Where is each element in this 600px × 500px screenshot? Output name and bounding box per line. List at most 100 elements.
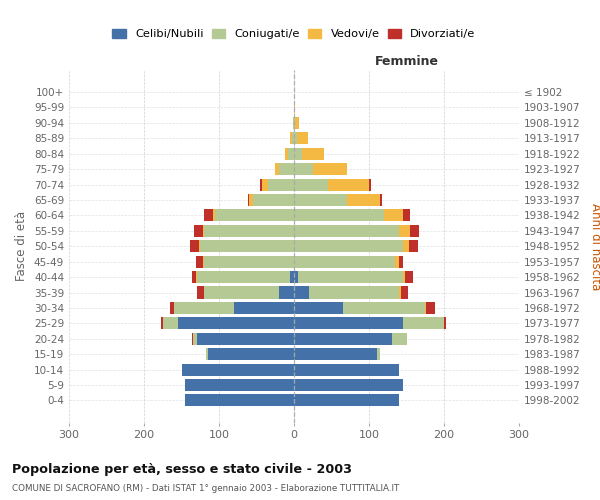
Bar [290,271,294,283]
Bar [234,302,294,314]
Bar [185,379,294,391]
Bar [199,240,200,252]
Bar [196,271,197,283]
Bar [294,256,395,268]
Bar [161,318,163,330]
Bar [294,178,328,190]
Bar [294,318,403,330]
Bar [249,194,253,206]
Bar [294,194,347,206]
Bar [279,286,294,298]
Bar [213,210,215,222]
Bar [343,302,425,314]
Bar [409,240,418,252]
Bar [206,348,208,360]
Bar [204,256,294,268]
Bar [401,286,408,298]
Bar [293,117,294,129]
Bar [384,210,403,222]
Bar [294,364,399,376]
Bar [192,333,193,345]
Bar [403,271,405,283]
Text: COMUNE DI SACROFANO (RM) - Dati ISTAT 1° gennaio 2003 - Elaborazione TUTTITALIA.: COMUNE DI SACROFANO (RM) - Dati ISTAT 1°… [12,484,400,493]
Bar [294,271,298,283]
Bar [203,225,204,237]
Bar [395,256,399,268]
Bar [203,256,204,268]
Bar [294,348,377,360]
Bar [174,302,234,314]
Bar [215,210,294,222]
Bar [275,163,279,175]
Bar [197,333,294,345]
Bar [294,102,295,114]
Bar [288,148,294,160]
Bar [204,210,213,222]
Bar [193,225,203,237]
Bar [426,302,435,314]
Bar [294,286,309,298]
Bar [405,271,413,283]
Bar [192,271,196,283]
Bar [197,286,204,298]
Bar [294,333,392,345]
Bar [290,132,292,144]
Bar [347,194,380,206]
Bar [380,194,382,206]
Bar [294,163,313,175]
Bar [328,178,369,190]
Bar [294,132,297,144]
Bar [190,240,199,252]
Bar [294,394,399,406]
Bar [294,210,384,222]
Text: Popolazione per età, sesso e stato civile - 2003: Popolazione per età, sesso e stato civil… [12,462,352,475]
Bar [248,194,249,206]
Bar [170,302,174,314]
Bar [279,163,294,175]
Bar [196,256,203,268]
Bar [260,178,262,190]
Bar [204,286,279,298]
Bar [292,132,294,144]
Text: Femmine: Femmine [374,55,439,68]
Bar [262,178,268,190]
Bar [294,302,343,314]
Bar [182,364,294,376]
Bar [403,318,444,330]
Bar [204,225,294,237]
Bar [403,240,409,252]
Bar [410,225,419,237]
Bar [294,225,399,237]
Bar [185,394,294,406]
Bar [193,333,197,345]
Bar [200,240,294,252]
Bar [392,333,407,345]
Bar [377,348,380,360]
Bar [294,240,403,252]
Bar [313,163,347,175]
Bar [285,148,288,160]
Bar [399,286,401,298]
Y-axis label: Fasce di età: Fasce di età [16,211,28,282]
Bar [399,256,403,268]
Bar [197,271,290,283]
Y-axis label: Anni di nascita: Anni di nascita [589,202,600,290]
Bar [163,318,178,330]
Bar [294,117,295,129]
Bar [294,148,302,160]
Bar [178,318,294,330]
Bar [302,148,324,160]
Bar [268,178,294,190]
Legend: Celibi/Nubili, Coniugati/e, Vedovi/e, Divorziati/e: Celibi/Nubili, Coniugati/e, Vedovi/e, Di… [110,26,478,42]
Bar [309,286,399,298]
Bar [253,194,294,206]
Bar [444,318,445,330]
Bar [403,210,410,222]
Bar [295,117,299,129]
Bar [208,348,294,360]
Bar [294,379,403,391]
Bar [298,271,403,283]
Bar [399,225,410,237]
Bar [297,132,308,144]
Bar [369,178,371,190]
